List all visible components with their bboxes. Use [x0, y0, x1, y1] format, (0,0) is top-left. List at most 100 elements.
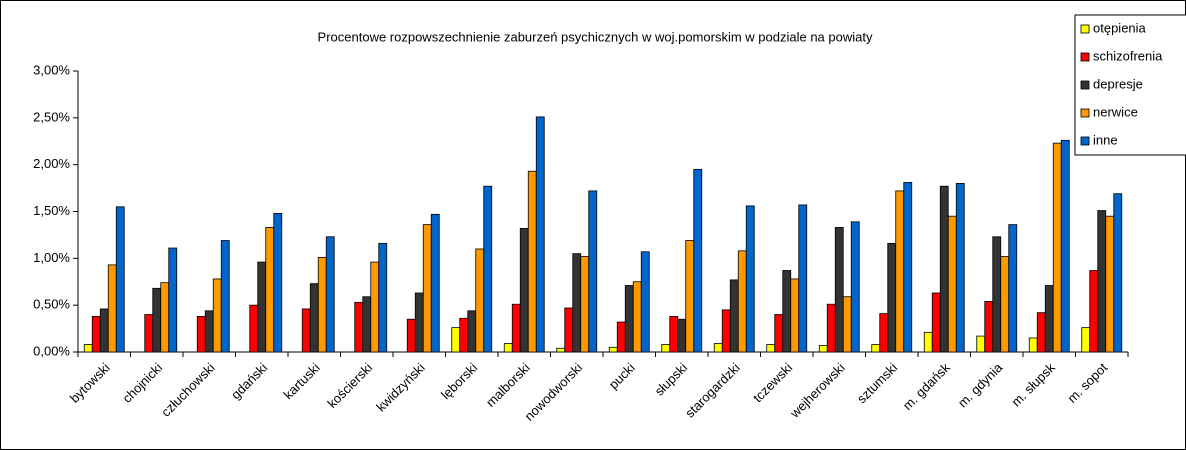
bar — [1052, 142, 1062, 353]
bar — [204, 310, 214, 353]
bar — [519, 227, 529, 353]
bar — [83, 344, 93, 353]
bar — [152, 287, 162, 353]
bar — [511, 303, 521, 353]
bar — [693, 168, 703, 353]
bar — [406, 318, 416, 353]
bar — [467, 310, 477, 353]
bar — [535, 116, 545, 353]
bar — [265, 227, 275, 353]
y-tick-label: 1,00% — [33, 250, 70, 265]
y-tick-label: 2,50% — [33, 109, 70, 124]
y-tick-label: 1,50% — [33, 203, 70, 218]
y-tick-label: 0,00% — [33, 343, 70, 358]
bar — [1000, 256, 1010, 353]
legend-box — [1074, 14, 1186, 156]
bar — [640, 251, 650, 353]
bar — [1044, 285, 1054, 353]
bar — [774, 314, 784, 353]
bar — [475, 248, 485, 353]
bar — [685, 240, 695, 353]
bar — [842, 296, 852, 353]
bar — [483, 185, 493, 353]
bar — [939, 185, 949, 353]
bar — [317, 256, 327, 353]
bar — [220, 240, 230, 353]
legend-swatch — [1080, 24, 1090, 34]
bar — [1028, 337, 1038, 353]
bar — [669, 316, 679, 353]
bar — [721, 309, 731, 353]
bar — [903, 182, 913, 353]
bar — [790, 278, 800, 353]
bar — [661, 344, 671, 353]
bar — [196, 316, 206, 353]
bar — [212, 278, 222, 353]
y-tick-label: 0,50% — [33, 297, 70, 312]
bar — [325, 236, 335, 353]
bar — [527, 170, 537, 353]
y-tick-label: 2,00% — [33, 156, 70, 171]
bar — [624, 285, 634, 353]
y-tick-label: 3,00% — [33, 62, 70, 77]
chart-title: Procentowe rozpowszechnienie zaburzeń ps… — [318, 29, 873, 44]
bar — [249, 304, 259, 353]
bar — [895, 190, 905, 353]
bar — [616, 321, 626, 353]
bar — [818, 345, 828, 353]
bar — [362, 296, 372, 353]
bar — [677, 318, 687, 353]
bar — [588, 190, 598, 353]
bar — [955, 182, 965, 353]
bar — [1008, 224, 1018, 353]
bar — [976, 335, 986, 353]
bar — [984, 301, 994, 353]
legend-label: nerwice — [1093, 104, 1138, 119]
bar — [503, 343, 513, 353]
bar — [414, 292, 424, 353]
bar — [729, 279, 739, 353]
bar — [273, 212, 283, 353]
bar — [1105, 215, 1115, 353]
bar — [459, 317, 469, 353]
legend-label: inne — [1093, 132, 1118, 147]
bar — [782, 270, 792, 353]
bar — [798, 204, 808, 353]
bar — [572, 253, 582, 353]
bar — [451, 327, 461, 353]
legend-label: otępienia — [1093, 20, 1147, 35]
bar — [850, 221, 860, 353]
bar — [422, 224, 432, 353]
bar — [354, 301, 364, 353]
bar — [378, 242, 388, 353]
bar — [1113, 193, 1123, 353]
legend-label: schizofrenia — [1093, 48, 1163, 63]
legend-swatch — [1080, 136, 1090, 146]
bar — [947, 215, 957, 353]
bar — [713, 343, 723, 353]
bar — [115, 206, 125, 353]
bar — [99, 308, 109, 353]
bar — [1081, 327, 1091, 353]
bar — [887, 242, 897, 353]
bar — [168, 247, 178, 353]
bar — [91, 316, 101, 353]
bar — [923, 331, 933, 353]
bar — [556, 347, 566, 353]
legend-swatch — [1080, 80, 1090, 90]
bar — [144, 314, 154, 353]
bar — [370, 261, 380, 353]
bar — [1097, 210, 1107, 353]
bar — [737, 250, 747, 353]
bar — [430, 213, 440, 353]
bar — [632, 281, 642, 353]
bar — [879, 313, 889, 353]
bar — [1036, 312, 1046, 353]
bar — [992, 236, 1002, 353]
bar — [309, 283, 319, 353]
bar — [107, 264, 117, 353]
bar — [834, 227, 844, 353]
bar — [826, 303, 836, 353]
bar — [1060, 139, 1070, 353]
